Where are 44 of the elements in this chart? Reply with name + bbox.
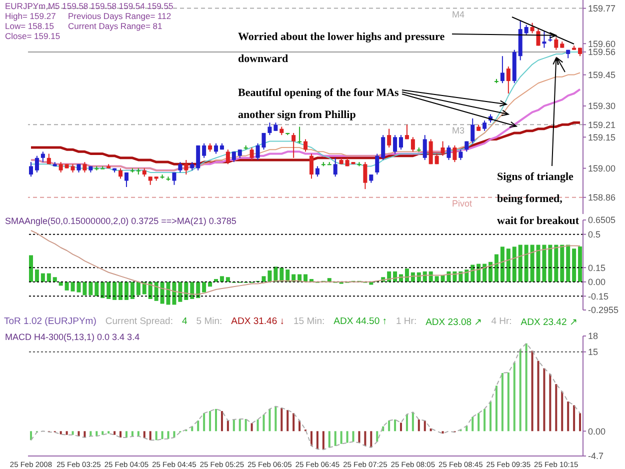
annotation: High= 159.27	[5, 11, 56, 21]
chart-title: MACD H4-300(5,13,1) 0.0 3.4 3.4	[5, 332, 140, 342]
y-tick-label: 18	[588, 331, 598, 342]
y-tick-label: 159.21	[588, 120, 616, 130]
y-tick-label: 0.6505	[588, 215, 616, 226]
annotation: Low= 158.15	[5, 21, 54, 31]
text: 4	[182, 316, 188, 328]
y-tick-label: -4.7	[588, 451, 604, 462]
annotation: Close= 159.15	[5, 31, 60, 41]
text: ADX 44.50 ↑	[334, 316, 387, 328]
y-tick-label: 0.5	[588, 230, 601, 240]
annotation: EURJPYm,M5 159.58 159.58 159.54 159.55	[5, 1, 174, 11]
y-tick-label: 159.00	[588, 163, 616, 174]
y-tick-label: 15	[588, 347, 598, 358]
text: Current Spread:	[105, 316, 173, 328]
text: 15 Min:	[294, 316, 325, 328]
y-tick-label: 159.45	[588, 70, 616, 80]
annotation: Previous Days Range= 112	[68, 11, 172, 21]
y-tick-label: -0.2955	[588, 305, 619, 316]
annotation: Current Days Range= 81	[68, 21, 162, 31]
y-tick-label: -0.15	[588, 291, 609, 302]
y-tick-label: 159.77	[588, 4, 616, 14]
text: ToR 1.02 (EURJPYm)	[4, 316, 96, 328]
text: ADX 23.42 ↗	[520, 316, 578, 328]
ref-line-label: Pivot	[452, 198, 473, 208]
y-tick-label: 159.30	[588, 101, 616, 112]
text: ADX 31.46 ↓	[231, 316, 284, 328]
y-tick-label: 158.86	[588, 192, 616, 203]
ref-line-label: M3	[452, 126, 465, 136]
y-tick-label: 0.00	[588, 277, 606, 288]
chart-title: SMAAngle(50,0.15000000,2,0) 0.3725 ==>MA(21) 0.3785	[5, 216, 236, 226]
annotation: Beautiful opening of the four MAs another sign from Phillip	[238, 86, 400, 123]
ref-line-label: M4	[452, 9, 465, 20]
y-tick-label: 0.15	[588, 262, 606, 273]
y-tick-label: 159.60	[588, 38, 616, 49]
text: 5 Min:	[196, 316, 222, 328]
text: ADX 23.08 ↗	[426, 316, 482, 328]
annotation: Worried about the lower highs and pressure downward	[238, 30, 446, 67]
text: 1 Hr:	[396, 316, 417, 328]
annotation: Signs of triangle being formed, wait for breakout	[497, 170, 580, 229]
y-tick-label: 0.00	[588, 426, 606, 436]
y-tick-label: 159.56	[588, 47, 616, 58]
text: 4 Hr:	[491, 316, 512, 328]
y-tick-label: 159.15	[588, 132, 616, 142]
